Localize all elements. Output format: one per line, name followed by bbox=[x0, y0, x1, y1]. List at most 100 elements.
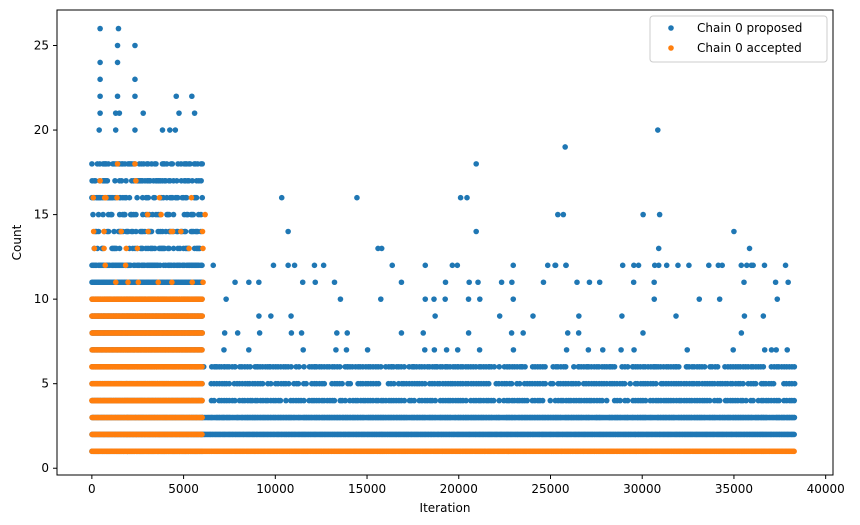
accepted-point bbox=[199, 397, 205, 404]
proposed-point bbox=[118, 177, 125, 184]
proposed-point bbox=[167, 127, 173, 133]
proposed-point bbox=[791, 431, 797, 438]
proposed-point bbox=[187, 161, 193, 167]
proposed-point bbox=[562, 363, 569, 370]
proposed-point bbox=[211, 397, 217, 404]
proposed-point bbox=[465, 296, 472, 302]
proposed-point bbox=[578, 414, 585, 421]
proposed-point bbox=[624, 397, 631, 404]
proposed-point bbox=[337, 296, 344, 302]
proposed-point bbox=[111, 228, 117, 235]
proposed-point bbox=[673, 313, 679, 319]
proposed-point bbox=[607, 363, 614, 370]
proposed-point bbox=[198, 177, 204, 184]
proposed-point bbox=[443, 347, 450, 353]
proposed-point bbox=[311, 262, 318, 269]
proposed-point bbox=[223, 296, 229, 302]
proposed-point bbox=[520, 330, 526, 336]
proposed-point bbox=[104, 177, 111, 184]
proposed-point bbox=[431, 347, 438, 353]
proposed-point bbox=[465, 330, 472, 336]
proposed-point bbox=[655, 262, 662, 269]
proposed-point bbox=[512, 414, 518, 421]
proposed-point bbox=[518, 363, 525, 370]
proposed-point bbox=[90, 211, 96, 218]
proposed-point bbox=[672, 363, 679, 370]
proposed-point bbox=[618, 347, 624, 353]
proposed-point bbox=[738, 330, 745, 336]
proposed-point bbox=[768, 347, 775, 353]
proposed-point bbox=[226, 380, 233, 387]
proposed-point bbox=[170, 211, 177, 218]
proposed-point bbox=[256, 330, 263, 336]
proposed-point bbox=[443, 363, 449, 370]
proposed-point bbox=[706, 397, 713, 404]
proposed-point bbox=[706, 262, 712, 269]
proposed-point bbox=[584, 363, 591, 370]
proposed-point bbox=[321, 380, 328, 387]
proposed-point bbox=[701, 363, 708, 370]
plot-area bbox=[89, 25, 798, 455]
proposed-point bbox=[360, 414, 366, 421]
proposed-point bbox=[320, 262, 327, 269]
proposed-point bbox=[495, 414, 502, 421]
proposed-point bbox=[401, 363, 408, 370]
proposed-point bbox=[642, 414, 649, 421]
proposed-point bbox=[621, 380, 628, 387]
proposed-point bbox=[176, 110, 182, 116]
proposed-point bbox=[647, 414, 654, 421]
accepted-point bbox=[199, 313, 206, 319]
proposed-point bbox=[173, 177, 180, 184]
proposed-point bbox=[92, 177, 99, 184]
proposed-point bbox=[166, 211, 172, 218]
proposed-point bbox=[550, 380, 556, 387]
proposed-point bbox=[530, 313, 536, 319]
proposed-point bbox=[557, 414, 564, 421]
proposed-point bbox=[508, 330, 515, 336]
proposed-point bbox=[132, 76, 138, 83]
proposed-point bbox=[132, 127, 138, 133]
proposed-point bbox=[95, 211, 102, 218]
proposed-point bbox=[542, 380, 549, 387]
proposed-point bbox=[173, 93, 180, 100]
proposed-point bbox=[199, 161, 206, 167]
proposed-point bbox=[116, 245, 123, 252]
proposed-point bbox=[432, 397, 439, 404]
proposed-point bbox=[562, 144, 568, 150]
proposed-point bbox=[748, 262, 755, 269]
proposed-point bbox=[198, 211, 204, 218]
series-proposed-points bbox=[89, 25, 798, 455]
proposed-point bbox=[170, 245, 177, 252]
proposed-point bbox=[152, 245, 158, 252]
proposed-point bbox=[730, 347, 737, 353]
proposed-point bbox=[114, 93, 121, 100]
proposed-point bbox=[420, 330, 427, 336]
proposed-point bbox=[750, 397, 756, 404]
proposed-point bbox=[496, 363, 503, 370]
proposed-point bbox=[464, 194, 470, 201]
proposed-point bbox=[760, 313, 767, 319]
proposed-point bbox=[656, 211, 663, 218]
proposed-point bbox=[596, 279, 603, 286]
accepted-point bbox=[199, 414, 205, 421]
proposed-point bbox=[524, 397, 530, 404]
proposed-point bbox=[193, 194, 200, 201]
proposed-point bbox=[719, 262, 725, 269]
proposed-point bbox=[432, 313, 438, 319]
proposed-point bbox=[773, 347, 780, 353]
proposed-point bbox=[254, 363, 260, 370]
proposed-point bbox=[221, 347, 227, 353]
proposed-point bbox=[97, 25, 103, 32]
proposed-point bbox=[442, 279, 449, 286]
proposed-point bbox=[199, 194, 206, 201]
proposed-point bbox=[389, 262, 396, 269]
proposed-point bbox=[496, 313, 503, 319]
series-accepted-points bbox=[89, 161, 797, 455]
proposed-point bbox=[696, 296, 703, 302]
proposed-point bbox=[563, 347, 570, 353]
proposed-point bbox=[191, 110, 198, 116]
proposed-point bbox=[574, 279, 580, 286]
proposed-point bbox=[334, 330, 340, 336]
proposed-point bbox=[486, 363, 493, 370]
proposed-point bbox=[447, 414, 454, 421]
